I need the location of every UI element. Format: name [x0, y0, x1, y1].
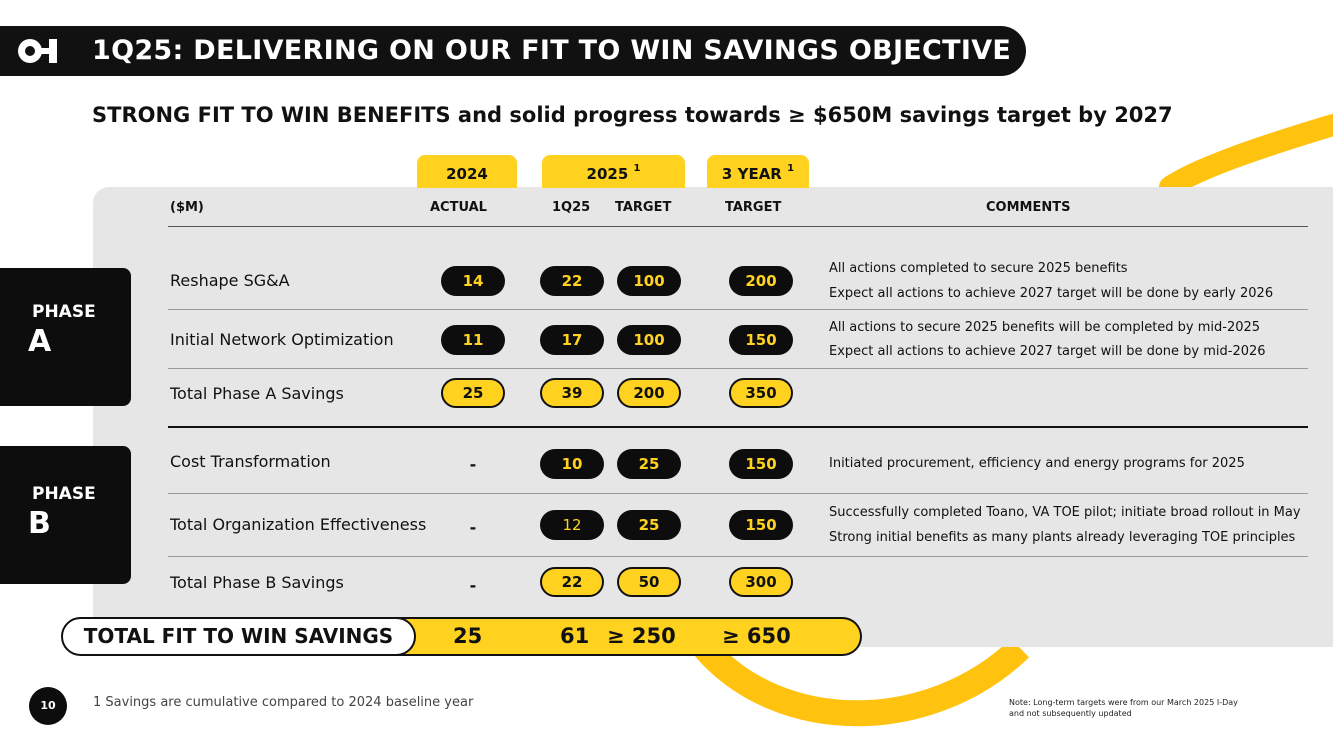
cell-3yr-target: 350 [729, 378, 793, 408]
row-divider [168, 493, 1308, 494]
row-label-total-phase-a: Total Phase A Savings [170, 384, 344, 403]
tab-2024-label: 2024 [446, 165, 488, 183]
cell-1q25: 17 [540, 325, 604, 355]
total-savings-bar [372, 617, 862, 656]
targets-note: Note: Long-term targets were from our Ma… [1009, 697, 1238, 719]
phase-b-block: PHASE B [0, 446, 131, 584]
slide-title: 1Q25: DELIVERING ON OUR FIT TO WIN SAVIN… [92, 35, 1012, 66]
cell-3yr-target: 150 [729, 449, 793, 479]
phase-a-word: PHASE [32, 302, 96, 322]
total-3yr-target: ≥ 650 [722, 624, 791, 648]
cell-1q25: 10 [540, 449, 604, 479]
cell-3yr-target: 200 [729, 266, 793, 296]
header-units: ($M) [170, 200, 204, 215]
phase-b-letter: B [28, 506, 51, 541]
cell-actual: 14 [441, 266, 505, 296]
cell-target: 25 [617, 510, 681, 540]
cell-actual: - [469, 455, 477, 474]
row-label-reshape-sga: Reshape SG&A [170, 271, 290, 290]
cell-1q25: 22 [540, 567, 604, 597]
company-logo-icon [18, 39, 57, 63]
header-divider [168, 226, 1308, 227]
row-divider [168, 309, 1308, 310]
slide-subtitle: STRONG FIT TO WIN BENEFITS and solid pro… [92, 103, 1173, 127]
row-label-organization-effectiveness: Total Organization Effectiveness [170, 515, 427, 534]
cell-target: 50 [617, 567, 681, 597]
title-bar [0, 26, 1026, 76]
cell-3yr-target: 300 [729, 567, 793, 597]
note-line: Note: Long-term targets were from our Ma… [1009, 698, 1238, 707]
cell-3yr-target: 150 [729, 325, 793, 355]
table-panel [93, 187, 1333, 647]
comment-line: Expect all actions to achieve 2027 targe… [829, 344, 1266, 359]
cell-actual: - [469, 576, 477, 595]
total-target: ≥ 250 [607, 624, 676, 648]
row-label-network-optimization: Initial Network Optimization [170, 330, 394, 349]
row-divider [168, 556, 1308, 557]
cell-target: 200 [617, 378, 681, 408]
cell-actual: 25 [441, 378, 505, 408]
header-1q25: 1Q25 [552, 200, 591, 215]
comment-line: Initiated procurement, efficiency and en… [829, 456, 1245, 471]
phase-b-word: PHASE [32, 484, 96, 504]
total-actual: 25 [453, 624, 483, 648]
footnote: 1 Savings are cumulative compared to 202… [93, 695, 474, 710]
tab-3-year-footnote: 1 [787, 163, 795, 174]
comment-line: Strong initial benefits as many plants a… [829, 530, 1296, 545]
tab-3-year: 3 YEAR 1 [707, 155, 809, 188]
row-label-total-phase-b: Total Phase B Savings [170, 573, 344, 592]
comment-line: Successfully completed Toano, VA TOE pil… [829, 505, 1301, 520]
comment-line: All actions to secure 2025 benefits will… [829, 320, 1261, 335]
cell-target: 25 [617, 449, 681, 479]
subtitle-lead: STRONG FIT TO WIN BENEFITS [92, 103, 451, 127]
row-label-cost-transformation: Cost Transformation [170, 452, 331, 471]
cell-target: 100 [617, 266, 681, 296]
cell-actual: 11 [441, 325, 505, 355]
cell-1q25: 22 [540, 266, 604, 296]
page-number: 10 [29, 687, 67, 725]
phase-a-letter: A [28, 324, 52, 359]
header-comments: COMMENTS [986, 200, 1071, 215]
tab-3-year-label: 3 YEAR [721, 165, 782, 183]
subtitle-rest: and solid progress towards ≥ $650M savin… [450, 103, 1173, 127]
row-divider [168, 368, 1308, 369]
note-line: and not subsequently updated [1009, 709, 1132, 718]
phase-a-block: PHASE A [0, 268, 131, 406]
tab-2025-label: 2025 [586, 165, 629, 183]
header-target: TARGET [615, 200, 672, 215]
total-savings-label: TOTAL FIT TO WIN SAVINGS [61, 617, 416, 656]
tab-2025: 2025 1 [542, 155, 685, 188]
tab-2024: 2024 [417, 155, 517, 188]
cell-1q25: 39 [540, 378, 604, 408]
cell-actual: - [469, 518, 477, 537]
header-actual: ACTUAL [430, 200, 487, 215]
tab-2025-footnote: 1 [633, 163, 641, 174]
total-1q25: 61 [560, 624, 590, 648]
cell-3yr-target: 150 [729, 510, 793, 540]
comment-line: Expect all actions to achieve 2027 targe… [829, 286, 1274, 301]
phase-divider [168, 426, 1308, 428]
comment-line: All actions completed to secure 2025 ben… [829, 261, 1128, 276]
header-3yr-target: TARGET [725, 200, 782, 215]
cell-target: 100 [617, 325, 681, 355]
cell-1q25: 12 [540, 510, 604, 540]
